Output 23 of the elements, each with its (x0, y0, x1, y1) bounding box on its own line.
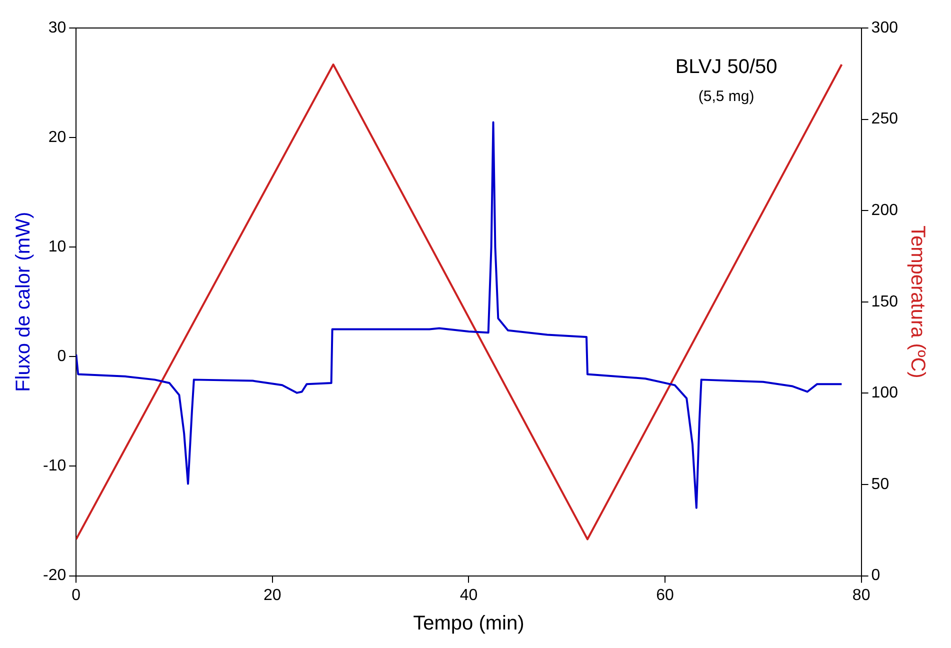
x-tick-label: 0 (72, 586, 81, 604)
y-tick-label: 20 (48, 128, 66, 146)
y2-tick-label: 200 (871, 202, 898, 220)
annotation: (5,5 mg) (698, 88, 754, 105)
y2-tick-label: 100 (871, 384, 898, 402)
y2-axis-title: Temperatura (ºC) (906, 225, 928, 378)
y-tick-label: 30 (48, 19, 66, 36)
x-tick-label: 40 (460, 586, 478, 604)
y-tick-label: 0 (57, 348, 66, 366)
x-tick-label: 60 (656, 586, 674, 604)
y-tick-label: 10 (48, 238, 66, 256)
x-tick-label: 20 (264, 586, 282, 604)
y-axis-title: Fluxo de calor (mW) (12, 212, 35, 392)
y2-tick-label: 300 (871, 19, 898, 36)
y-tick-label: -10 (43, 458, 66, 475)
y-tick-label: -20 (43, 567, 66, 584)
x-axis-title: Tempo (min) (413, 612, 524, 635)
y2-tick-label: 250 (871, 110, 898, 128)
y2-tick-label: 150 (871, 293, 898, 310)
y2-tick-label: 0 (871, 567, 880, 584)
x-tick-label: 80 (852, 586, 870, 604)
annotation: BLVJ 50/50 (675, 56, 778, 78)
y2-tick-label: 50 (871, 476, 890, 493)
